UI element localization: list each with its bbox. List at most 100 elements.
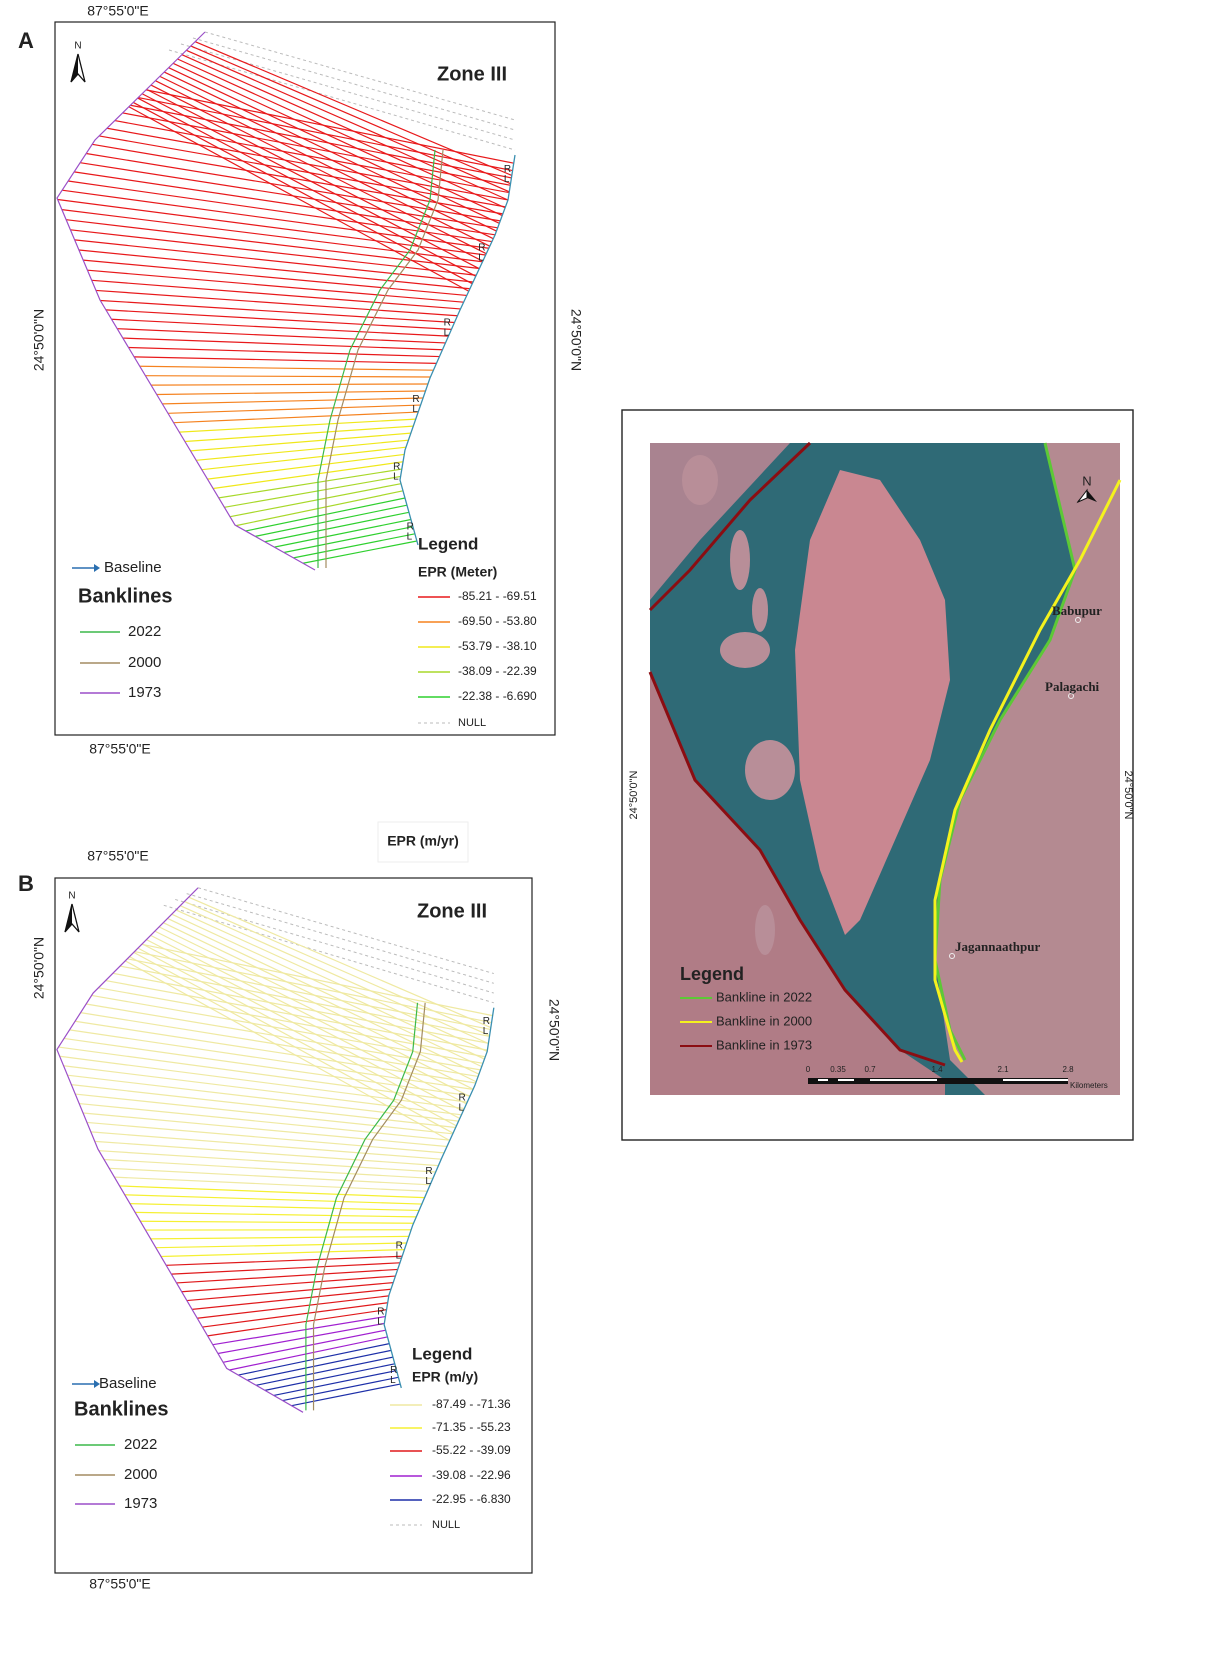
islet bbox=[745, 740, 795, 800]
transect-end-label: L bbox=[504, 174, 510, 185]
transect bbox=[109, 1168, 430, 1185]
transect bbox=[223, 1330, 386, 1362]
transect bbox=[224, 476, 400, 507]
bankline-label: 2000 bbox=[128, 654, 161, 671]
transect bbox=[140, 366, 434, 370]
transect bbox=[229, 1337, 387, 1370]
islet bbox=[755, 905, 775, 955]
transect bbox=[83, 260, 467, 295]
baseline-label: Baseline bbox=[104, 559, 162, 576]
transect bbox=[79, 250, 470, 289]
map-latitude-right: 24°50'0"N bbox=[1122, 771, 1134, 820]
class-label: -53.79 - -38.10 bbox=[458, 639, 537, 653]
islet bbox=[720, 632, 770, 668]
zone-label: Zone III bbox=[437, 63, 507, 85]
scale-unit: Kilometers bbox=[1070, 1081, 1108, 1090]
transect bbox=[161, 1250, 404, 1257]
transect bbox=[156, 1243, 407, 1248]
bottom-longitude: 87°55'0"E bbox=[89, 1576, 151, 1592]
north-arrow-fill bbox=[65, 904, 72, 932]
figure: LRLRLRLRLRLRA87°55'0"E87°55'0"E24°50'0"N… bbox=[0, 0, 1208, 1671]
transect bbox=[265, 512, 409, 541]
transect bbox=[177, 1269, 398, 1283]
left-latitude: 24°50'0"N bbox=[31, 309, 47, 371]
baseline-arrow bbox=[94, 564, 100, 572]
transect-end-label: R bbox=[425, 1166, 432, 1177]
scale-bar-segment bbox=[870, 1079, 937, 1081]
transect bbox=[114, 1177, 427, 1191]
transect bbox=[218, 1323, 384, 1353]
islet bbox=[682, 455, 718, 505]
top-longitude: 87°55'0"E bbox=[87, 3, 149, 19]
scale-label: 0.35 bbox=[830, 1065, 846, 1074]
class-label: -85.21 - -69.51 bbox=[458, 589, 537, 603]
panel-label: B bbox=[18, 871, 34, 896]
bankline-label: 1973 bbox=[124, 1495, 157, 1512]
transect bbox=[173, 63, 502, 215]
transect bbox=[274, 520, 411, 548]
transect bbox=[213, 1317, 386, 1345]
bankline-label: 2022 bbox=[128, 623, 161, 640]
transect bbox=[182, 1276, 396, 1292]
transect bbox=[123, 338, 443, 350]
transect bbox=[83, 1113, 447, 1147]
transect bbox=[151, 1236, 409, 1238]
class-label: -22.95 - -6.830 bbox=[432, 1492, 511, 1506]
islet bbox=[752, 588, 768, 632]
scale-bar-segment bbox=[1003, 1079, 1068, 1081]
transect bbox=[62, 190, 489, 248]
transect-end-label: L bbox=[407, 532, 413, 543]
transect bbox=[80, 163, 498, 228]
transect-end-label: R bbox=[444, 318, 451, 329]
transect bbox=[140, 1221, 413, 1223]
top-longitude: 87°55'0"E bbox=[87, 848, 149, 864]
transect-end-label: L bbox=[425, 1176, 431, 1187]
transect bbox=[185, 426, 413, 441]
transect bbox=[172, 914, 485, 1059]
transect-end-label: R bbox=[478, 242, 485, 253]
panel: LRLRLRLRLRLRB87°55'0"E87°55'0"E24°50'0"N… bbox=[18, 822, 562, 1592]
transect bbox=[91, 1132, 441, 1159]
baseline-label: Baseline bbox=[99, 1375, 157, 1392]
transect bbox=[71, 1085, 455, 1128]
transect bbox=[283, 1377, 399, 1400]
class-label: -87.49 - -71.36 bbox=[432, 1397, 511, 1411]
banklines-title: Banklines bbox=[78, 585, 172, 607]
transect bbox=[151, 384, 428, 385]
transect bbox=[293, 534, 414, 558]
transect bbox=[256, 1357, 393, 1385]
transect bbox=[274, 1371, 397, 1396]
transect-end-label: R bbox=[407, 522, 414, 533]
right-latitude: 24°50'0"N bbox=[568, 309, 584, 371]
left-latitude: 24°50'0"N bbox=[31, 937, 47, 999]
legend-title: Legend bbox=[412, 1344, 472, 1363]
transect bbox=[162, 398, 423, 404]
transect bbox=[176, 910, 487, 1052]
transect bbox=[130, 1204, 419, 1211]
north-label: N bbox=[68, 891, 75, 902]
transect bbox=[112, 319, 449, 336]
transect bbox=[135, 1212, 416, 1216]
panel-label: A bbox=[18, 28, 34, 53]
legend-title: Legend bbox=[418, 534, 478, 553]
place-label: Jagannaathpur bbox=[955, 939, 1040, 954]
class-label: -71.35 - -55.23 bbox=[432, 1420, 511, 1434]
null-label: NULL bbox=[432, 1519, 460, 1531]
zone-label: Zone III bbox=[417, 900, 487, 922]
transect bbox=[191, 433, 411, 451]
transect-end-label: L bbox=[377, 1316, 383, 1327]
panel: LRLRLRLRLRLRA87°55'0"E87°55'0"E24°50'0"N… bbox=[18, 3, 584, 757]
class-label: -38.09 - -22.39 bbox=[458, 664, 537, 678]
transect-end-label: L bbox=[390, 1375, 396, 1386]
epr-box-label: EPR (m/yr) bbox=[387, 833, 459, 849]
transect bbox=[134, 357, 436, 363]
map-latitude-left: 24°50'0"N bbox=[628, 770, 640, 819]
transect bbox=[171, 1263, 400, 1274]
bankline-1973 bbox=[57, 888, 303, 1413]
map-north-label: N bbox=[1082, 473, 1091, 488]
banklines-title: Banklines bbox=[74, 1398, 168, 1420]
transect bbox=[265, 1364, 395, 1391]
scale-label: 2.1 bbox=[997, 1065, 1009, 1074]
transect-end-label: L bbox=[396, 1251, 402, 1262]
